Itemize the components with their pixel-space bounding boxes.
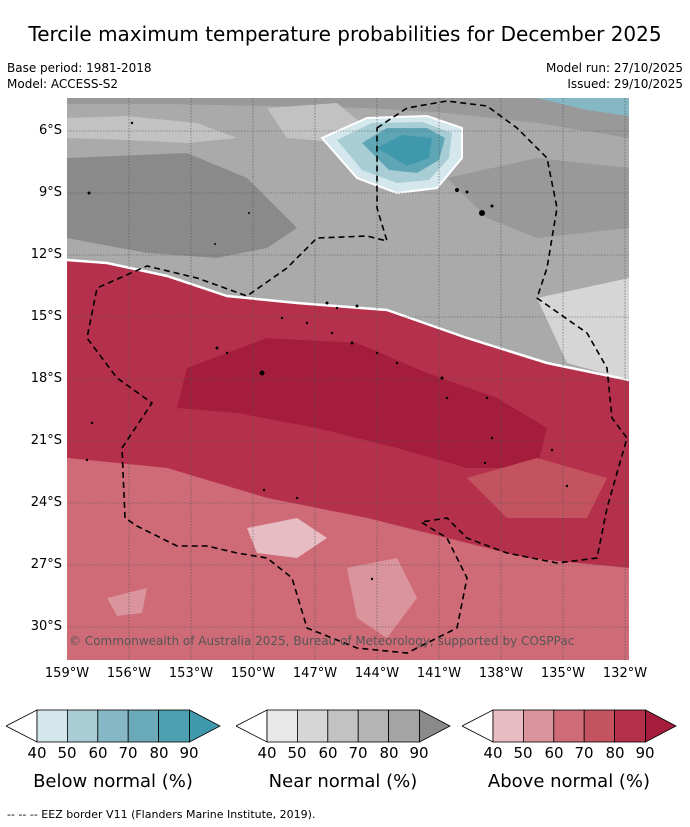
above-normal-light-southwest [107,588,147,616]
tick-90: 90 [179,744,199,762]
lat-label-18s: 18°S [30,371,62,386]
lon-label-159w: 159°W [44,666,90,681]
lon-label-147w: 147°W [292,666,338,681]
above-normal-south [67,458,629,660]
model-run: Model run: 27/10/2025 [545,61,683,75]
near-normal-dark-east [447,158,629,238]
model-name: Model: ACCESS-S2 [7,77,119,91]
above-normal-light-south [347,558,417,638]
lon-label-156w: 156°W [106,666,152,681]
legend-near-colorbar [236,709,451,743]
near-normal-light-strip [67,116,237,143]
lon-label-135w: 135°W [540,666,586,681]
legend-near-title: Near normal (%) [268,771,418,792]
lon-label-141w: 141°W [416,666,462,681]
islands [85,121,569,581]
tercile-boundary [67,258,629,382]
lon-label-153w: 153°W [168,666,214,681]
tick-60: 60 [88,744,108,762]
tick-40: 40 [27,744,47,762]
below-boundary [320,114,463,195]
near-normal-dark-top [67,98,629,138]
lat-label-30s: 30°S [30,619,62,634]
lat-label-12s: 12°S [30,247,62,262]
tick-90: 90 [409,744,429,762]
tick-70: 70 [118,744,138,762]
lat-label-24s: 24°S [30,495,62,510]
meta-right: Model run: 27/10/2025 Issued: 29/10/2025 [546,60,683,92]
tick-90: 90 [635,744,655,762]
grid-lines [67,98,629,660]
below-normal-core [377,135,432,166]
base-period: Base period: 1981-2018 [7,61,152,75]
tick-80: 80 [605,744,625,762]
near-normal-light-east [537,278,629,380]
eez-borders [86,100,628,654]
tick-60: 60 [318,744,338,762]
lon-label-132w: 132°W [602,666,648,681]
tick-40: 40 [257,744,277,762]
issued-date: Issued: 29/10/2025 [567,77,683,91]
lon-label-150w: 150°W [230,666,276,681]
tick-70: 70 [348,744,368,762]
legend-above-colorbar [462,709,677,743]
legend-above-title: Above normal (%) [487,771,651,792]
below-normal-northeast [537,98,629,116]
copyright-notice: © Commonwealth of Australia 2025, Bureau… [69,634,575,648]
map-svg [67,98,629,660]
lon-label-138w: 138°W [478,666,524,681]
probability-map [67,98,629,660]
lat-label-6s: 6°S [38,123,62,138]
tick-70: 70 [574,744,594,762]
eez-footnote: -- -- -- EEZ border V11 (Flanders Marine… [7,808,316,821]
above-normal-light-patch [247,518,327,558]
lat-label-21s: 21°S [30,433,62,448]
near-normal-darkest [67,153,297,258]
lat-label-27s: 27°S [30,557,62,572]
above-normal-core [177,338,547,468]
lat-label-15s: 15°S [30,309,62,324]
lat-label-9s: 9°S [38,185,62,200]
page-title: Tercile maximum temperature probabilitie… [28,22,662,46]
tick-80: 80 [149,744,169,762]
meta-left: Base period: 1981-2018 Model: ACCESS-S2 [7,60,152,92]
legend-below-colorbar [6,709,221,743]
tick-50: 50 [57,744,77,762]
tick-80: 80 [379,744,399,762]
tick-40: 40 [483,744,503,762]
tick-60: 60 [544,744,564,762]
tick-50: 50 [287,744,307,762]
tick-50: 50 [513,744,533,762]
legend-below-title: Below normal (%) [33,771,193,792]
lon-label-144w: 144°W [354,666,400,681]
